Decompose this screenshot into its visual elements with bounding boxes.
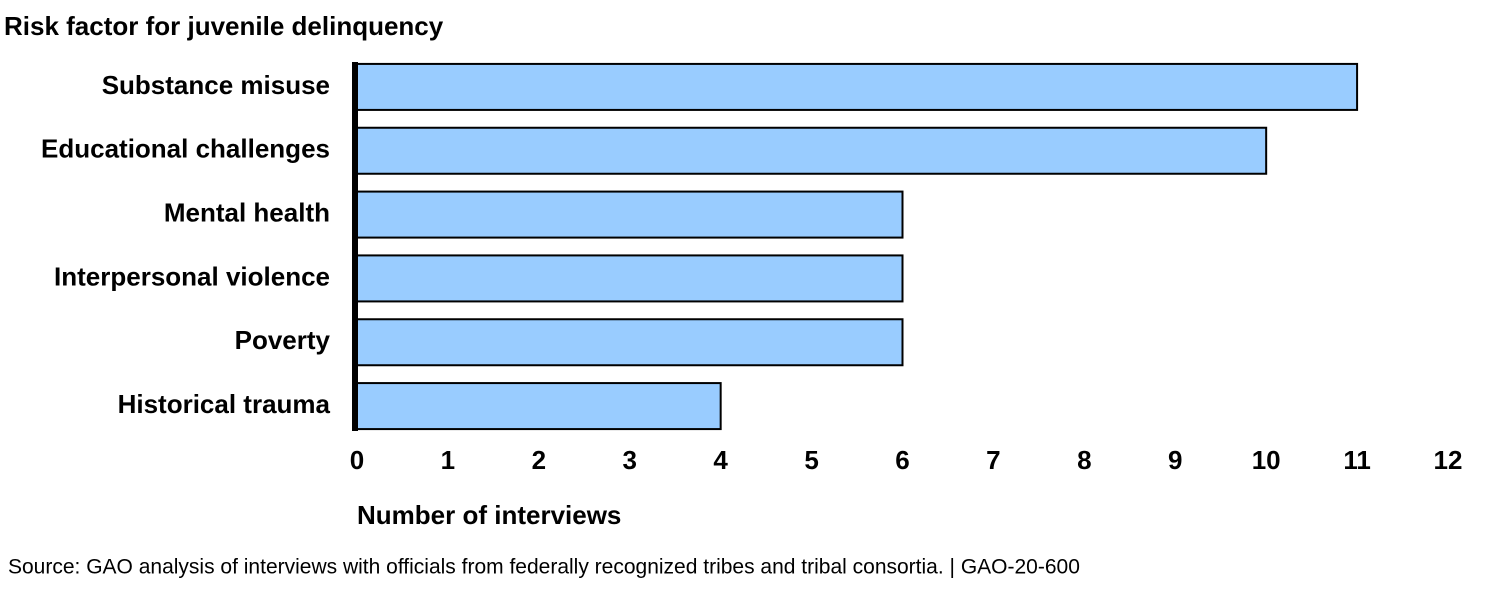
y-tick-label: Educational challenges — [41, 134, 330, 164]
x-tick-label: 5 — [804, 445, 818, 475]
y-axis-title: Risk factor for juvenile delinquency — [4, 11, 444, 41]
bar — [356, 318, 904, 367]
bar — [356, 126, 1268, 175]
x-tick-label: 2 — [532, 445, 546, 475]
bar — [356, 62, 1359, 111]
y-tick-label: Substance misuse — [102, 70, 330, 100]
x-tick-label: 11 — [1343, 445, 1371, 475]
bar — [356, 254, 904, 303]
bar — [356, 190, 904, 239]
x-tick-label: 9 — [1168, 445, 1182, 475]
x-tick-label: 4 — [713, 445, 728, 475]
x-axis-title: Number of interviews — [357, 500, 621, 530]
y-tick-label: Poverty — [235, 325, 331, 355]
x-tick-label: 0 — [350, 445, 364, 475]
x-tick-label: 10 — [1252, 445, 1281, 475]
x-tick-label: 7 — [986, 445, 1000, 475]
y-tick-label: Mental health — [164, 197, 330, 227]
source-note: Source: GAO analysis of interviews with … — [8, 556, 1080, 579]
y-tick-label: Historical trauma — [118, 389, 331, 419]
x-tick-label: 6 — [895, 445, 909, 475]
x-tick-label: 1 — [441, 445, 455, 475]
x-tick-label: 3 — [623, 445, 637, 475]
x-tick-label: 8 — [1077, 445, 1091, 475]
bar — [356, 382, 722, 431]
x-tick-label: 12 — [1434, 445, 1463, 475]
y-tick-label: Interpersonal violence — [54, 261, 330, 291]
